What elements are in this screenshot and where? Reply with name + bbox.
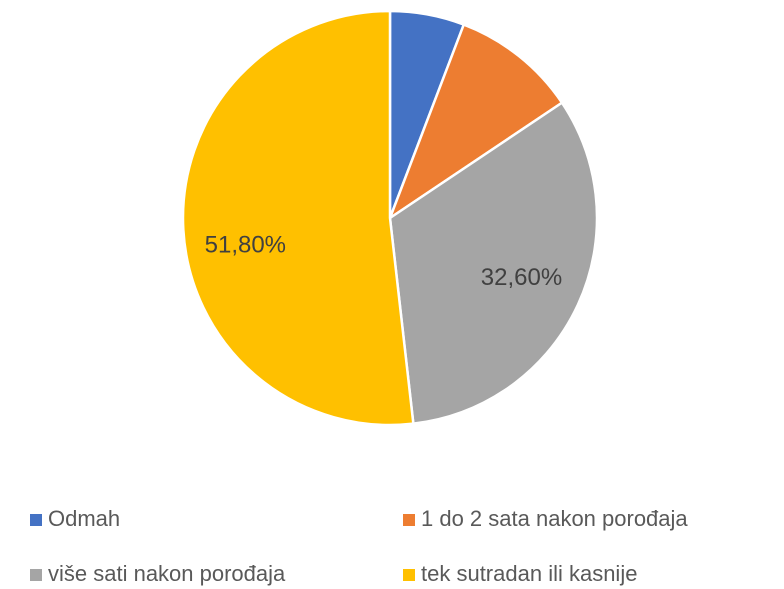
legend-label: tek sutradan ili kasnije: [421, 561, 637, 586]
legend-swatch: [30, 514, 42, 526]
legend-label: Odmah: [48, 506, 120, 531]
data-label: 51,80%: [205, 232, 286, 259]
legend-label: 1 do 2 sata nakon porođaja: [421, 506, 688, 531]
pie-slice: [388, 100, 599, 426]
pie-slice: [387, 22, 564, 222]
pie-slice: [181, 9, 415, 427]
legend-swatch: [403, 514, 415, 526]
legend-swatch: [30, 569, 42, 581]
legend-label: više sati nakon porođaja: [48, 561, 286, 586]
legend-swatch: [403, 569, 415, 581]
data-label: 32,60%: [481, 264, 562, 291]
